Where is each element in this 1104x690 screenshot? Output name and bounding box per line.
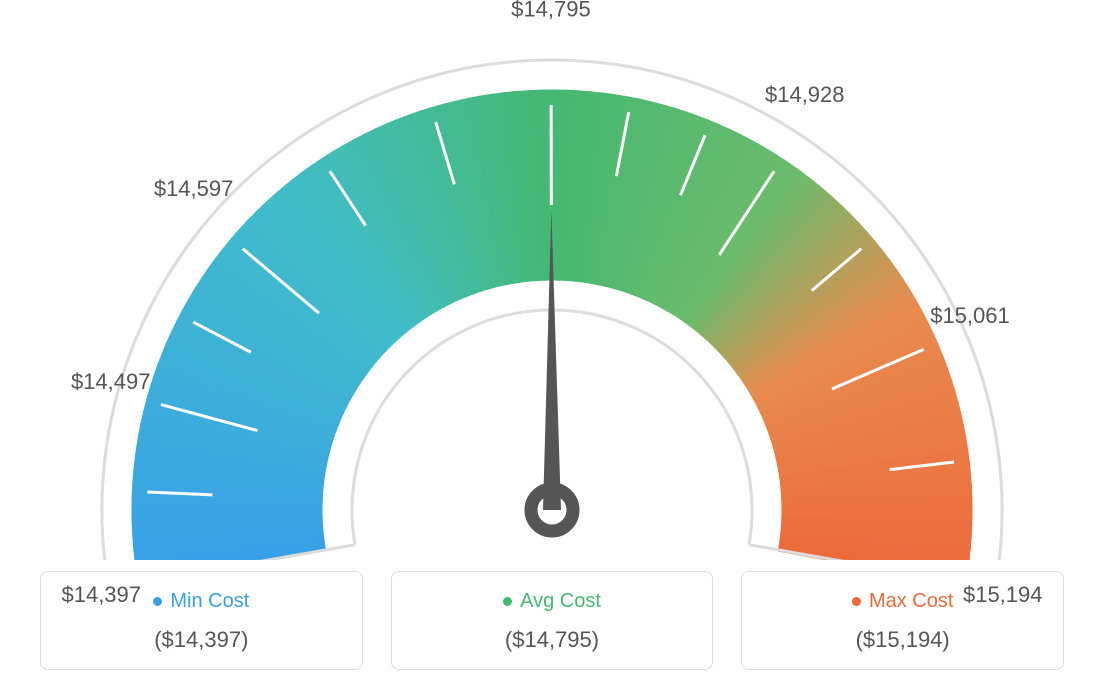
cost-card: Max Cost ($15,194) xyxy=(741,571,1064,670)
card-title: Avg Cost xyxy=(402,590,703,613)
card-title: Min Cost xyxy=(51,590,352,613)
tick-label: $14,497 xyxy=(71,369,151,395)
card-title-text: Avg Cost xyxy=(520,590,601,613)
cost-card: Avg Cost ($14,795) xyxy=(391,571,714,670)
tick-label: $14,928 xyxy=(765,82,845,108)
cost-card: Min Cost ($14,397) xyxy=(40,571,363,670)
chart-container: $14,397$14,497$14,597$14,795$14,928$15,0… xyxy=(0,0,1104,690)
gauge: $14,397$14,497$14,597$14,795$14,928$15,0… xyxy=(0,0,1104,560)
tick-label: $14,795 xyxy=(511,0,591,23)
gauge-svg xyxy=(0,0,1104,560)
legend-dot xyxy=(503,597,512,606)
legend-dot xyxy=(153,597,162,606)
legend-dot xyxy=(852,597,861,606)
card-title-text: Min Cost xyxy=(170,590,249,613)
card-value: ($14,397) xyxy=(51,627,352,653)
tick-label: $15,061 xyxy=(930,303,1010,329)
card-value: ($15,194) xyxy=(752,627,1053,653)
card-title: Max Cost xyxy=(752,590,1053,613)
tick-label: $14,597 xyxy=(154,176,234,202)
card-value: ($14,795) xyxy=(402,627,703,653)
legend-cards: Min Cost ($14,397) Avg Cost ($14,795) Max Co… xyxy=(40,571,1064,670)
card-title-text: Max Cost xyxy=(869,590,953,613)
